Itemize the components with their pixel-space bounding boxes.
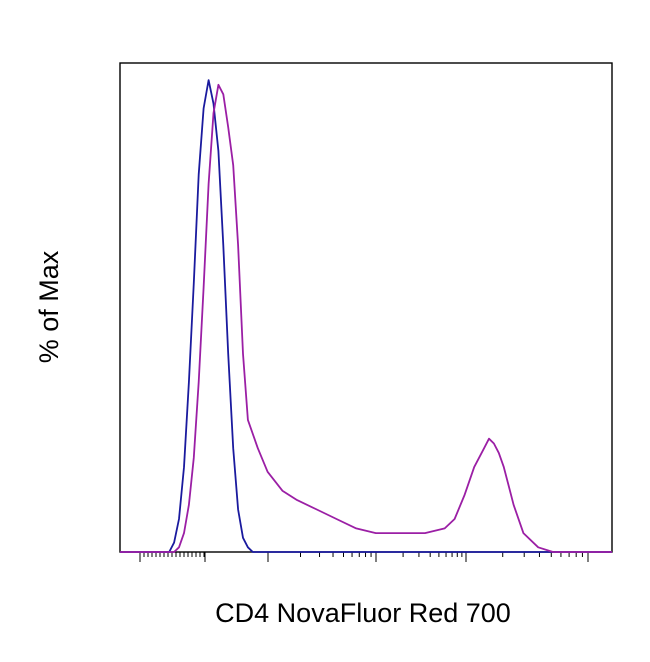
plot-frame — [119, 62, 613, 553]
series-line-1 — [120, 79, 612, 553]
y-axis-label: % of Max — [34, 250, 64, 363]
x-axis-ticks — [139, 552, 589, 562]
x-axis-label: CD4 NovaFluor Red 700 — [215, 598, 511, 628]
series-group — [120, 79, 612, 553]
series-line-2 — [120, 83, 612, 553]
